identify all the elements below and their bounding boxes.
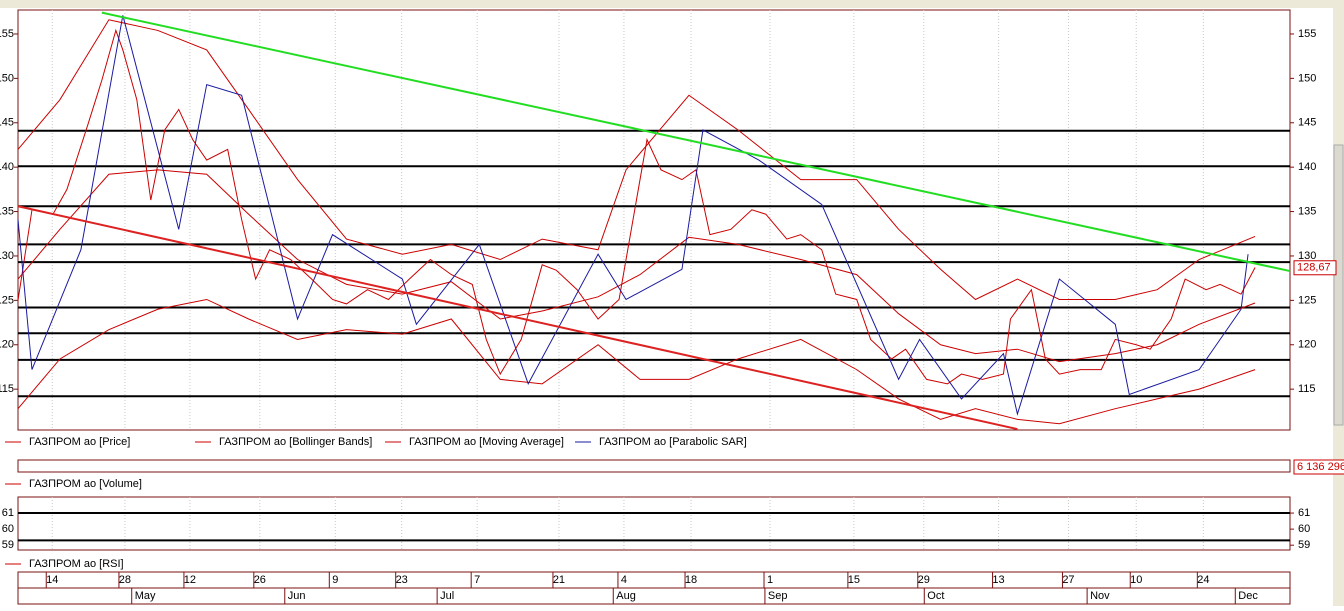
legend-label: ГАЗПРОМ ао [Moving Average] xyxy=(409,436,564,448)
series-line xyxy=(17,169,1256,363)
y-tick-label: 130 xyxy=(1298,250,1316,262)
x-tick-label: 27 xyxy=(1062,574,1074,586)
y-tick-label: 135 xyxy=(1298,205,1316,217)
legend-label: ГАЗПРОМ ао [RSI] xyxy=(29,558,124,570)
y-tick-label: 59 xyxy=(1298,539,1310,551)
month-label: Jul xyxy=(440,590,454,602)
rsi-panel xyxy=(17,496,1291,551)
y-tick-label: 150 xyxy=(0,72,14,84)
x-tick-label: 29 xyxy=(918,574,930,586)
y-tick-label: 140 xyxy=(1298,161,1316,173)
y-tick-label: 130 xyxy=(0,250,14,262)
x-tick-label: 7 xyxy=(474,574,480,586)
y-tick-label: 115 xyxy=(0,383,14,395)
y-tick-label: 145 xyxy=(0,117,14,129)
band-upper xyxy=(17,19,1256,301)
month-label: Aug xyxy=(616,590,636,602)
last-price-box xyxy=(1293,260,1337,276)
y-tick-label: 140 xyxy=(0,161,14,173)
band-lower xyxy=(17,298,1256,425)
legend-label: ГАЗПРОМ ао [Price] xyxy=(29,436,130,448)
y-tick-label: 115 xyxy=(1298,383,1316,395)
x-tick-label: 24 xyxy=(1197,574,1209,586)
legend-label: ГАЗПРОМ ао [Parabolic SAR] xyxy=(599,436,747,448)
x-tick-label: 13 xyxy=(992,574,1004,586)
volume-last-label: 6 136 296 xyxy=(1297,461,1344,473)
volume-last-box xyxy=(1293,459,1344,475)
y-tick-label: 155 xyxy=(0,28,14,40)
month-label: Nov xyxy=(1090,590,1110,602)
trend-line xyxy=(101,11,1291,273)
y-tick-label: 59 xyxy=(2,539,14,551)
x-tick-label: 1 xyxy=(767,574,773,586)
y-tick-label: 145 xyxy=(1298,117,1316,129)
x-tick-label: 14 xyxy=(46,574,58,586)
legend-label: ГАЗПРОМ ао [Bollinger Bands] xyxy=(219,436,372,448)
y-tick-label: 120 xyxy=(1298,339,1316,351)
month-label: Dec xyxy=(1238,590,1258,602)
y-tick-label: 135 xyxy=(0,205,14,217)
month-label: May xyxy=(135,590,156,602)
month-label: Jun xyxy=(288,590,306,602)
price-panel xyxy=(17,9,1291,431)
y-tick-label: 125 xyxy=(1298,294,1316,306)
x-tick-label: 23 xyxy=(396,574,408,586)
series-line xyxy=(17,15,1249,416)
month-label: Oct xyxy=(927,590,944,602)
x-tick-label: 18 xyxy=(685,574,697,586)
y-tick-label: 120 xyxy=(0,339,14,351)
y-tick-label: 60 xyxy=(1298,523,1310,535)
month-label: Sep xyxy=(768,590,788,602)
x-tick-label: 10 xyxy=(1130,574,1142,586)
trend-line xyxy=(17,205,1018,431)
y-tick-label: 61 xyxy=(2,507,14,519)
x-tick-label: 12 xyxy=(184,574,196,586)
y-tick-label: 125 xyxy=(0,294,14,306)
y-tick-label: 61 xyxy=(1298,507,1310,519)
volume-panel xyxy=(17,459,1291,473)
x-tick-label: 26 xyxy=(254,574,266,586)
scrollbar-thumb[interactable] xyxy=(1333,144,1344,426)
top-strip xyxy=(0,0,1344,8)
x-tick-label: 15 xyxy=(848,574,860,586)
x-tick-label: 28 xyxy=(119,574,131,586)
last-price-label: 128,67 xyxy=(1297,262,1331,274)
y-tick-label: 155 xyxy=(1298,28,1316,40)
series-line xyxy=(17,28,1256,385)
x-tick-label: 21 xyxy=(553,574,565,586)
legend-label: ГАЗПРОМ ао [Volume] xyxy=(29,478,142,490)
x-tick-label: 4 xyxy=(621,574,627,586)
y-tick-label: 60 xyxy=(2,523,14,535)
y-tick-label: 150 xyxy=(1298,72,1316,84)
x-tick-label: 9 xyxy=(332,574,338,586)
